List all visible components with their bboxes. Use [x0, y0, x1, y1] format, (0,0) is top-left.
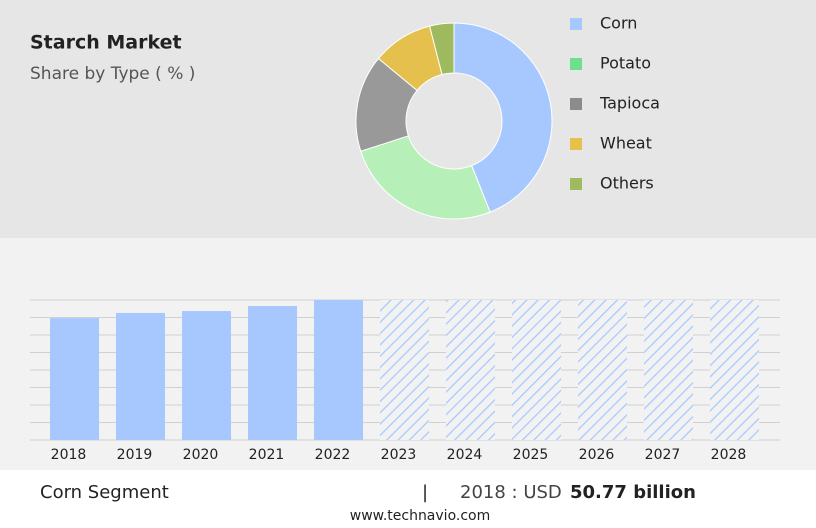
segment-label: Corn Segment	[40, 482, 169, 503]
legend-swatch	[570, 58, 582, 70]
bar	[116, 312, 165, 440]
x-tick-label: 2019	[117, 447, 153, 463]
x-tick-label: 2020	[183, 447, 219, 463]
bar	[248, 306, 297, 440]
x-tick-label: 2018	[51, 447, 87, 463]
legend-swatch	[570, 98, 582, 110]
footer-panel	[0, 470, 816, 528]
chart-title: Starch Market	[30, 32, 182, 54]
x-tick-label: 2027	[645, 447, 681, 463]
forecast-placeholder	[710, 300, 759, 440]
legend-swatch	[570, 18, 582, 30]
x-tick-label: 2026	[579, 447, 615, 463]
bar	[50, 318, 99, 440]
forecast-placeholder	[380, 300, 429, 440]
forecast-placeholder	[512, 300, 561, 440]
x-tick-label: 2025	[513, 447, 549, 463]
legend-swatch	[570, 138, 582, 150]
forecast-placeholder	[644, 300, 693, 440]
chart-subtitle: Share by Type ( % )	[30, 64, 195, 84]
x-tick-label: 2024	[447, 447, 483, 463]
legend-label: Potato	[600, 54, 651, 73]
x-tick-label: 2028	[711, 447, 747, 463]
pie-slice	[453, 22, 553, 213]
source: www.technavio.com	[350, 508, 491, 524]
x-tick-label: 2022	[315, 447, 351, 463]
x-tick-label: 2023	[381, 447, 417, 463]
pie-slice	[429, 22, 455, 76]
legend-label: Corn	[600, 14, 637, 33]
forecast-placeholder	[578, 300, 627, 440]
legend-label: Tapioca	[599, 94, 660, 113]
bar	[182, 311, 231, 440]
separator: |	[422, 482, 428, 503]
x-tick-label: 2021	[249, 447, 285, 463]
legend-label: Others	[600, 174, 654, 193]
bar	[314, 300, 363, 440]
value-label: 50.77 billion	[570, 482, 696, 503]
forecast-placeholder	[446, 300, 495, 440]
pie-slice	[360, 135, 491, 220]
year-label: 2018 : USD	[460, 482, 562, 503]
legend-swatch	[570, 178, 582, 190]
legend-label: Wheat	[600, 134, 652, 153]
